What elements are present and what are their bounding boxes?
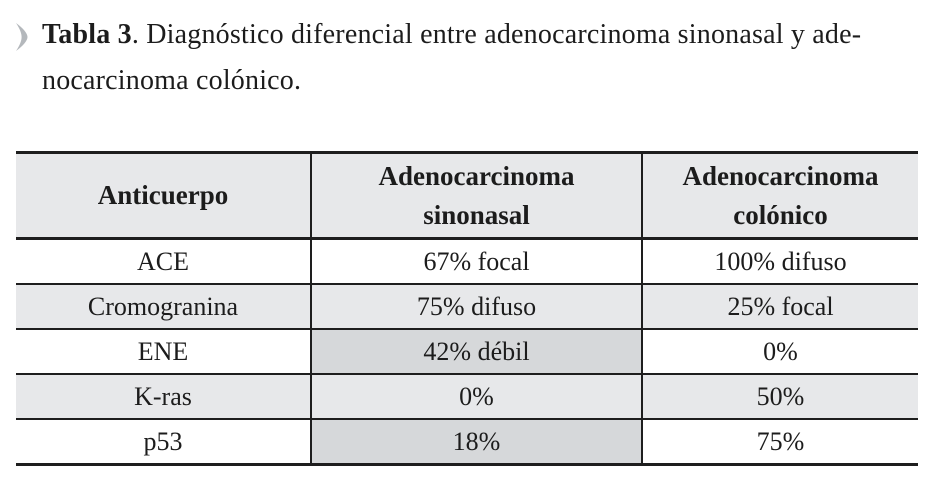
column-header-colonic: Adenocarcinoma colónico — [641, 152, 918, 240]
column-header-antibody: Anticuerpo — [16, 152, 311, 240]
caption-line1: . Diagnóstico diferencial entre adenocar… — [131, 19, 862, 50]
differential-diagnosis-table-wrap: Anticuerpo Adenocarcinoma sinonasal Aden… — [16, 151, 918, 466]
differential-diagnosis-table: Anticuerpo Adenocarcinoma sinonasal Aden… — [16, 151, 918, 466]
colonic-value: 50% — [641, 374, 918, 420]
antibody-name: Cromogranina — [16, 284, 311, 330]
table-caption: Tabla 3. Diagnóstico diferencial entre a… — [12, 12, 928, 104]
antibody-name: ACE — [16, 238, 311, 285]
caption-bullet-icon — [14, 23, 30, 51]
antibody-name: p53 — [143, 426, 183, 456]
table-row-kras: K-ras 0% 50% — [16, 374, 918, 420]
caption-line2: nocarcinoma colónico. — [42, 65, 302, 96]
header-row: Anticuerpo Adenocarcinoma sinonasal Aden… — [16, 152, 918, 240]
sinonasal-value: 75% difuso — [310, 284, 642, 330]
sinonasal-value-highlighted: 18% — [310, 419, 642, 465]
sinonasal-value-highlighted: 0% — [310, 374, 642, 420]
colonic-value: 0% — [641, 329, 918, 375]
antibody-name: ENE — [16, 329, 311, 375]
colonic-value: 75% — [641, 419, 918, 465]
caption-text: Tabla 3. Diagnóstico diferencial entre a… — [42, 12, 861, 104]
table-row-ene: ENE 42% débil 0% — [16, 329, 918, 375]
table-row-p53: p53 18% 75% — [16, 419, 918, 465]
sinonasal-value: 67% focal — [310, 238, 642, 285]
sinonasal-value-highlighted: 42% débil — [310, 329, 642, 375]
table-row-ace: ACE 67% focal 100% difuso — [16, 238, 918, 285]
column-header-sinonasal: Adenocarcinoma sinonasal — [310, 152, 642, 240]
table-row-cromogranina: Cromogranina 75% difuso 25% focal — [16, 284, 918, 330]
caption-table-number: Tabla 3 — [42, 19, 132, 50]
antibody-name: K-ras — [16, 374, 311, 420]
colonic-value: 100% difuso — [641, 238, 918, 285]
colonic-value: 25% focal — [641, 284, 918, 330]
